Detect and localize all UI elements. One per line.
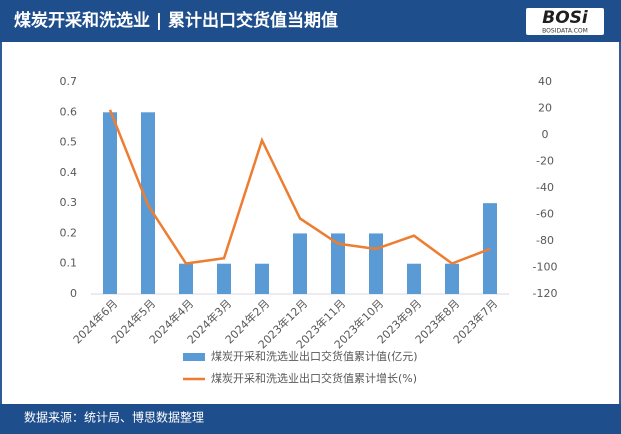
logo-sub: BOSIDATA.COM: [542, 28, 588, 35]
y2-tick-label: -100: [533, 261, 558, 274]
y-tick-label: 0.6: [60, 105, 78, 118]
y-tick-label: 0.5: [60, 136, 78, 149]
y2-tick-label: -80: [536, 234, 554, 247]
bar: [217, 263, 231, 294]
y-tick-label: 0.4: [60, 166, 78, 179]
bar: [407, 263, 421, 294]
y2-tick-label: -60: [536, 208, 554, 221]
bar: [483, 203, 497, 294]
source: 数据来源：统计局、博思数据整理: [24, 410, 204, 425]
bar: [103, 112, 117, 295]
logo-box: [526, 8, 604, 35]
y-tick-label: 0.2: [60, 226, 78, 239]
y2-tick-label: 40: [538, 75, 552, 88]
y-tick-label: 0: [70, 287, 77, 300]
bar: [293, 233, 307, 294]
legend-label: 煤炭开采和洗选业出口交货值累计增长(%): [211, 371, 417, 385]
legend-label: 煤炭开采和洗选业出口交货值累计值(亿元): [211, 349, 418, 363]
y2-tick-label: 0: [542, 128, 549, 141]
page-title: 煤炭开采和洗选业 | 累计出口交货值当期值: [14, 10, 338, 31]
line: [108, 109, 491, 265]
bar: [179, 263, 193, 294]
bar: [369, 233, 383, 294]
y-tick-label: 0.1: [60, 257, 78, 270]
bar: [331, 233, 345, 294]
y2-tick-label: -40: [536, 181, 554, 194]
bar: [445, 263, 459, 294]
y2-tick-label: 20: [538, 102, 552, 115]
y-tick-label: 0.3: [60, 196, 78, 209]
bar: [255, 263, 269, 294]
legend-swatch: [183, 353, 205, 361]
y-tick-label: 0.7: [60, 75, 78, 88]
logo: BOSi: [542, 8, 589, 28]
footer-band: [0, 404, 621, 434]
y2-tick-label: -20: [536, 155, 554, 168]
y2-tick-label: -120: [533, 287, 558, 300]
header-band: [0, 0, 621, 42]
